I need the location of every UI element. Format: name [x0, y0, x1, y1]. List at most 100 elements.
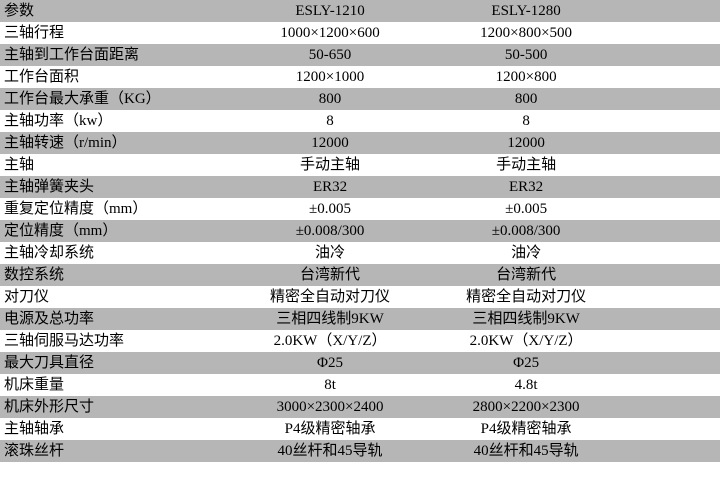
table-row: 对刀仪 精密全自动对刀仪 精密全自动对刀仪 — [0, 286, 720, 308]
row-value-2: 50-500 — [428, 44, 625, 66]
table-row: 工作台面积 1200×1000 1200×800 — [0, 66, 720, 88]
row-param: 机床重量 — [0, 374, 232, 396]
row-pad — [624, 418, 720, 440]
row-value-2: Φ25 — [428, 352, 625, 374]
row-value-1: 2.0KW（X/Y/Z） — [232, 330, 429, 352]
row-param: 三轴伺服马达功率 — [0, 330, 232, 352]
row-value-1: 手动主轴 — [232, 154, 429, 176]
row-value-1: 8 — [232, 110, 429, 132]
row-value-2: ±0.005 — [428, 198, 625, 220]
row-value-1: ±0.005 — [232, 198, 429, 220]
row-param: 主轴弹簧夹头 — [0, 176, 232, 198]
row-value-2: 8 — [428, 110, 625, 132]
row-value-1: 3000×2300×2400 — [232, 396, 429, 418]
row-value-2: 800 — [428, 88, 625, 110]
row-param: 三轴行程 — [0, 22, 232, 44]
table-row: 数控系统 台湾新代 台湾新代 — [0, 264, 720, 286]
table-row: 主轴功率（kw） 8 8 — [0, 110, 720, 132]
row-pad — [624, 44, 720, 66]
table-header-row: 参数 ESLY-1210 ESLY-1280 — [0, 0, 720, 22]
row-pad — [624, 286, 720, 308]
row-value-2: 40丝杆和45导轨 — [428, 440, 625, 462]
table-row: 主轴冷却系统 油冷 油冷 — [0, 242, 720, 264]
row-value-1: 1000×1200×600 — [232, 22, 429, 44]
table-row: 主轴到工作台面距离 50-650 50-500 — [0, 44, 720, 66]
row-pad — [624, 22, 720, 44]
row-pad — [624, 154, 720, 176]
row-value-1: 12000 — [232, 132, 429, 154]
row-value-1: 三相四线制9KW — [232, 308, 429, 330]
column-header-model-2: ESLY-1280 — [428, 0, 625, 22]
table-row: 三轴伺服马达功率 2.0KW（X/Y/Z） 2.0KW（X/Y/Z） — [0, 330, 720, 352]
row-value-2: P4级精密轴承 — [428, 418, 625, 440]
row-value-1: ER32 — [232, 176, 429, 198]
row-value-1: 精密全自动对刀仪 — [232, 286, 429, 308]
table-row: 机床外形尺寸 3000×2300×2400 2800×2200×2300 — [0, 396, 720, 418]
row-pad — [624, 374, 720, 396]
row-param: 主轴 — [0, 154, 232, 176]
row-value-2: 1200×800×500 — [428, 22, 625, 44]
row-pad — [624, 330, 720, 352]
row-pad — [624, 396, 720, 418]
row-param: 数控系统 — [0, 264, 232, 286]
table-row: 定位精度（mm） ±0.008/300 ±0.008/300 — [0, 220, 720, 242]
specification-table: 参数 ESLY-1210 ESLY-1280 三轴行程 1000×1200×60… — [0, 0, 720, 462]
table-row: 机床重量 8t 4.8t — [0, 374, 720, 396]
row-value-2: ±0.008/300 — [428, 220, 625, 242]
column-header-param: 参数 — [0, 0, 232, 22]
row-value-2: 4.8t — [428, 374, 625, 396]
row-param: 滚珠丝杆 — [0, 440, 232, 462]
row-pad — [624, 132, 720, 154]
row-value-1: 8t — [232, 374, 429, 396]
row-value-1: 1200×1000 — [232, 66, 429, 88]
row-value-2: 2.0KW（X/Y/Z） — [428, 330, 625, 352]
row-pad — [624, 110, 720, 132]
row-pad — [624, 242, 720, 264]
row-param: 主轴轴承 — [0, 418, 232, 440]
row-value-1: P4级精密轴承 — [232, 418, 429, 440]
table-row: 主轴弹簧夹头 ER32 ER32 — [0, 176, 720, 198]
row-param: 定位精度（mm） — [0, 220, 232, 242]
row-param: 最大刀具直径 — [0, 352, 232, 374]
row-param: 电源及总功率 — [0, 308, 232, 330]
row-value-2: 2800×2200×2300 — [428, 396, 625, 418]
row-param: 机床外形尺寸 — [0, 396, 232, 418]
row-value-1: 800 — [232, 88, 429, 110]
row-value-2: 手动主轴 — [428, 154, 625, 176]
row-value-1: Φ25 — [232, 352, 429, 374]
row-param: 工作台最大承重（KG） — [0, 88, 232, 110]
table-row: 主轴转速（r/min） 12000 12000 — [0, 132, 720, 154]
column-header-pad — [624, 0, 720, 22]
row-value-1: 油冷 — [232, 242, 429, 264]
row-pad — [624, 220, 720, 242]
row-pad — [624, 88, 720, 110]
table-row: 重复定位精度（mm） ±0.005 ±0.005 — [0, 198, 720, 220]
table-row: 电源及总功率 三相四线制9KW 三相四线制9KW — [0, 308, 720, 330]
table-row: 三轴行程 1000×1200×600 1200×800×500 — [0, 22, 720, 44]
row-value-1: 台湾新代 — [232, 264, 429, 286]
row-param: 主轴功率（kw） — [0, 110, 232, 132]
table-row: 最大刀具直径 Φ25 Φ25 — [0, 352, 720, 374]
row-value-2: 精密全自动对刀仪 — [428, 286, 625, 308]
row-value-1: ±0.008/300 — [232, 220, 429, 242]
row-value-2: 台湾新代 — [428, 264, 625, 286]
row-value-2: 三相四线制9KW — [428, 308, 625, 330]
row-param: 重复定位精度（mm） — [0, 198, 232, 220]
row-pad — [624, 176, 720, 198]
column-header-model-1: ESLY-1210 — [232, 0, 429, 22]
row-param: 主轴冷却系统 — [0, 242, 232, 264]
table-row: 主轴轴承 P4级精密轴承 P4级精密轴承 — [0, 418, 720, 440]
row-pad — [624, 264, 720, 286]
row-param: 工作台面积 — [0, 66, 232, 88]
row-pad — [624, 198, 720, 220]
row-value-1: 40丝杆和45导轨 — [232, 440, 429, 462]
row-value-2: 1200×800 — [428, 66, 625, 88]
row-pad — [624, 352, 720, 374]
row-value-2: ER32 — [428, 176, 625, 198]
table-body: 参数 ESLY-1210 ESLY-1280 三轴行程 1000×1200×60… — [0, 0, 720, 462]
table-row: 工作台最大承重（KG） 800 800 — [0, 88, 720, 110]
table-row: 滚珠丝杆 40丝杆和45导轨 40丝杆和45导轨 — [0, 440, 720, 462]
row-pad — [624, 66, 720, 88]
table-row: 主轴 手动主轴 手动主轴 — [0, 154, 720, 176]
row-param: 主轴到工作台面距离 — [0, 44, 232, 66]
